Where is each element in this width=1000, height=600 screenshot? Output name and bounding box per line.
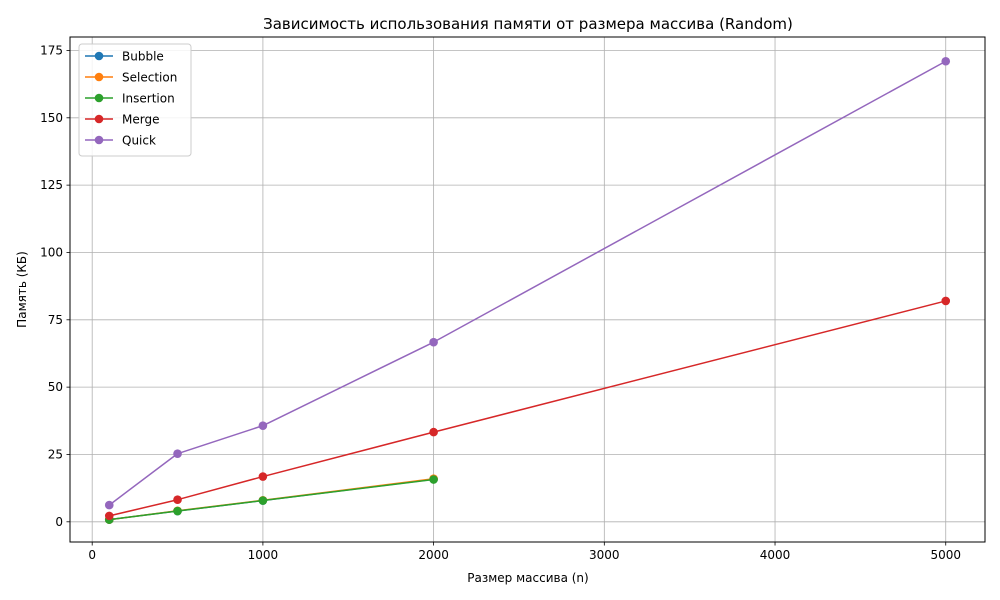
y-tick-label: 100	[40, 245, 63, 259]
series-quick	[104, 56, 951, 510]
data-point	[941, 296, 951, 306]
legend-swatch-marker	[94, 51, 104, 61]
data-point	[429, 427, 438, 437]
x-tick-label: 2000	[418, 548, 449, 562]
legend-label: Merge	[122, 113, 159, 127]
series-insertion	[104, 475, 438, 524]
legend-item: Insertion	[85, 92, 175, 106]
legend-label: Quick	[122, 134, 156, 148]
x-tick-label: 0	[88, 548, 96, 562]
data-point	[429, 475, 438, 484]
legend-swatch-marker	[94, 114, 104, 124]
y-tick-label: 25	[48, 447, 63, 461]
y-axis-label: Память (КБ)	[15, 251, 29, 328]
y-tick-label: 175	[40, 43, 63, 57]
data-point	[173, 449, 182, 458]
x-axis-label: Размер массива (n)	[467, 571, 588, 585]
plot-frame	[69, 36, 986, 543]
legend-item: Selection	[85, 71, 177, 85]
legend-swatch-marker	[94, 135, 104, 145]
x-tick-label: 1000	[248, 548, 279, 562]
legend-box	[78, 43, 192, 157]
legend-swatch-marker	[94, 93, 104, 103]
series-merge	[104, 296, 951, 521]
x-axis: 0 1000 2000 3000 4000 5000	[88, 542, 961, 562]
legend-item: Quick	[85, 134, 156, 148]
data-point	[258, 472, 268, 481]
data-point	[173, 506, 182, 516]
legend-item: Bubble	[85, 50, 164, 64]
y-tick-label: 0	[55, 515, 63, 529]
y-tick-label: 150	[40, 111, 63, 125]
data-point	[104, 500, 114, 510]
data-point	[258, 421, 268, 430]
legend-label: Selection	[122, 71, 177, 85]
data-point	[173, 495, 182, 505]
legend-label: Bubble	[122, 50, 164, 64]
y-tick-label: 75	[48, 313, 63, 327]
x-tick-label: 3000	[589, 548, 620, 562]
y-tick-label: 50	[48, 380, 63, 394]
legend-swatch-marker	[94, 72, 104, 82]
series-line	[109, 478, 434, 521]
series-group	[104, 56, 951, 524]
y-axis: 0 25 50 75 100 125 150 175	[40, 43, 70, 529]
x-tick-label: 4000	[760, 548, 791, 562]
data-point	[104, 511, 114, 521]
legend-label: Insertion	[122, 92, 175, 106]
x-tick-label: 5000	[930, 548, 961, 562]
data-point	[941, 56, 951, 66]
chart-title: Зависимость использования памяти от разм…	[263, 15, 793, 33]
y-tick-label: 125	[40, 178, 63, 192]
grid	[70, 37, 985, 542]
data-point	[258, 496, 268, 505]
series-line	[108, 60, 947, 506]
data-point	[429, 337, 438, 347]
legend-item: Merge	[85, 113, 159, 127]
legend: Bubble Selection Insertion Merge Quick	[78, 43, 192, 157]
series-line	[109, 300, 946, 517]
